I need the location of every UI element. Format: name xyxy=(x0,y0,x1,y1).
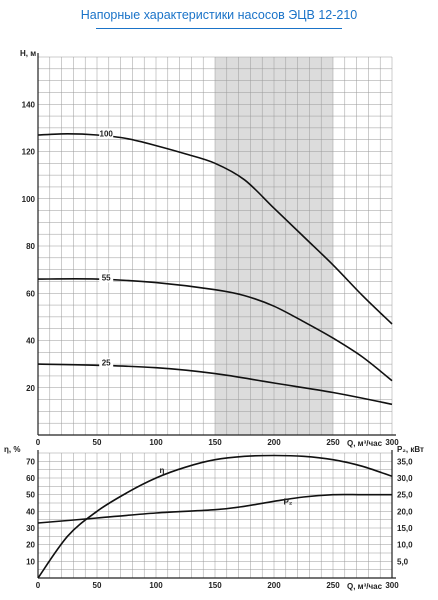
y2-tick-label-bottom: 25,0 xyxy=(397,491,413,500)
series-label: 100 xyxy=(100,129,114,138)
x-tick-label: 300 xyxy=(385,438,399,447)
series-label-bg xyxy=(99,357,114,368)
head-chart: 20 40 60 80 100 120 140 0 50 100 150 200 250 300 H, м Q… xyxy=(20,49,399,448)
efficiency-chart-grid xyxy=(37,450,396,579)
y-tick-label: 40 xyxy=(26,337,35,346)
power-series-label: P₂ xyxy=(283,498,292,507)
y-tick-label-bottom: 60 xyxy=(26,474,35,483)
series-line-power xyxy=(37,493,392,524)
x-tick-label: 250 xyxy=(326,438,340,447)
y2-tick-label-bottom: 35,0 xyxy=(397,457,413,466)
efficiency-power-chart: 10 20 30 40 50 60 70 5,0 10,0 15,0 20,0 25,0 30,0 35,… xyxy=(4,445,424,591)
x-tick-label-bottom: 300 xyxy=(385,581,399,590)
x-tick-label: 0 xyxy=(36,438,41,447)
x-axis-label: Q, м³/час xyxy=(347,439,383,448)
x-tick-label-bottom: 150 xyxy=(208,581,222,590)
y-tick-label-bottom: 20 xyxy=(26,541,35,550)
x-tick-label-bottom: 100 xyxy=(149,581,163,590)
x-tick-label-bottom: 200 xyxy=(267,581,281,590)
y2-tick-label-bottom: 5,0 xyxy=(397,557,409,566)
series-label: 25 xyxy=(102,359,111,368)
title-underline xyxy=(96,28,342,29)
x-tick-label: 100 xyxy=(149,438,163,447)
y2-tick-label-bottom: 20,0 xyxy=(397,507,413,516)
series-label: 55 xyxy=(102,274,111,283)
y-tick-label-bottom: 70 xyxy=(26,457,35,466)
series-label-bg xyxy=(99,272,114,283)
series-line-100 xyxy=(37,132,393,325)
series-line-25 xyxy=(37,363,393,406)
series-line-efficiency xyxy=(37,454,393,579)
y-tick-label-bottom: 40 xyxy=(26,507,35,516)
y-tick-label-bottom: 30 xyxy=(26,524,35,533)
y-tick-label: 100 xyxy=(22,195,36,204)
chart-title: Напорные характеристики насосов ЭЦВ 12-2… xyxy=(80,8,358,22)
y2-tick-label-bottom: 10,0 xyxy=(397,541,413,550)
x-tick-label-bottom: 0 xyxy=(36,581,41,590)
x-tick-label: 50 xyxy=(93,438,102,447)
y-tick-label: 80 xyxy=(26,242,35,251)
series-label-group: 25 xyxy=(99,357,114,368)
y-tick-label: 120 xyxy=(22,148,36,157)
y2-tick-label-bottom: 15,0 xyxy=(397,524,413,533)
head-chart-grid xyxy=(37,53,396,436)
y-axis-label: H, м xyxy=(20,49,36,58)
x-tick-label-bottom: 50 xyxy=(93,581,102,590)
y-tick-label: 20 xyxy=(26,384,35,393)
y-axis-label-bottom: η, % xyxy=(4,445,20,454)
y2-tick-label-bottom: 30,0 xyxy=(397,474,413,483)
y-tick-label: 60 xyxy=(26,289,35,298)
series-label-bg xyxy=(99,128,114,139)
y-tick-label-bottom: 50 xyxy=(26,491,35,500)
x-tick-label: 200 xyxy=(267,438,281,447)
y-tick-label-bottom: 10 xyxy=(26,557,35,566)
series-label-group: 100 xyxy=(99,128,114,139)
y2-axis-label-bottom: P₂, кВт xyxy=(397,445,424,454)
x-tick-label-bottom: 250 xyxy=(326,581,340,590)
efficiency-series-label: η xyxy=(160,466,165,475)
x-tick-label: 150 xyxy=(208,438,222,447)
series-line-55 xyxy=(37,278,393,382)
x-axis-label-bottom: Q, м³/час xyxy=(347,582,383,591)
series-label-group: 55 xyxy=(99,272,114,283)
y-tick-label: 140 xyxy=(22,100,36,109)
